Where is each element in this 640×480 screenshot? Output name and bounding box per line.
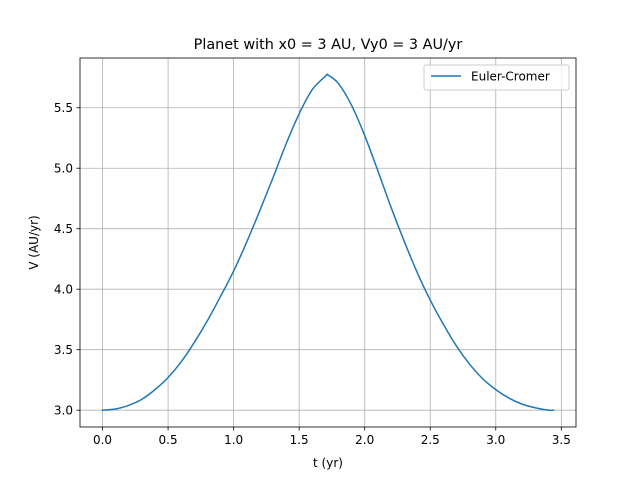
legend-label-euler-cromer: Euler-Cromer bbox=[471, 70, 550, 84]
ticks: 0.0 0.5 1.0 1.5 2.0 2.5 3.0 3.5 3.0 3.5 4.0 4.5 5.0 5… bbox=[54, 101, 571, 447]
x-axis-label: t (yr) bbox=[313, 456, 343, 470]
y-tick-label: 3.0 bbox=[54, 403, 73, 417]
x-tick-label: 3.0 bbox=[486, 433, 505, 447]
x-tick-label: 1.5 bbox=[290, 433, 309, 447]
grid bbox=[80, 58, 576, 427]
series-layer bbox=[101, 73, 555, 412]
x-tick-label: 2.5 bbox=[421, 433, 440, 447]
series-line-euler-cromer bbox=[101, 73, 555, 412]
x-tick-label: 3.5 bbox=[552, 433, 571, 447]
x-tick-label: 0.0 bbox=[93, 433, 112, 447]
y-axis-label: V (AU/yr) bbox=[27, 215, 41, 269]
plot-frame bbox=[79, 57, 577, 428]
y-tick-label: 4.0 bbox=[54, 282, 73, 296]
legend-box bbox=[423, 64, 570, 91]
y-tick-label: 5.0 bbox=[54, 161, 73, 175]
x-tick-label: 2.0 bbox=[355, 433, 374, 447]
chart-title: Planet with x0 = 3 AU, Vy0 = 3 AU/yr bbox=[194, 37, 463, 53]
y-tick-label: 5.5 bbox=[54, 101, 73, 115]
x-tick-label: 0.5 bbox=[159, 433, 178, 447]
y-tick-label: 3.5 bbox=[54, 343, 73, 357]
legend: Euler-Cromer bbox=[423, 64, 570, 91]
y-tick-label: 4.5 bbox=[54, 222, 73, 236]
x-tick-label: 1.0 bbox=[224, 433, 243, 447]
